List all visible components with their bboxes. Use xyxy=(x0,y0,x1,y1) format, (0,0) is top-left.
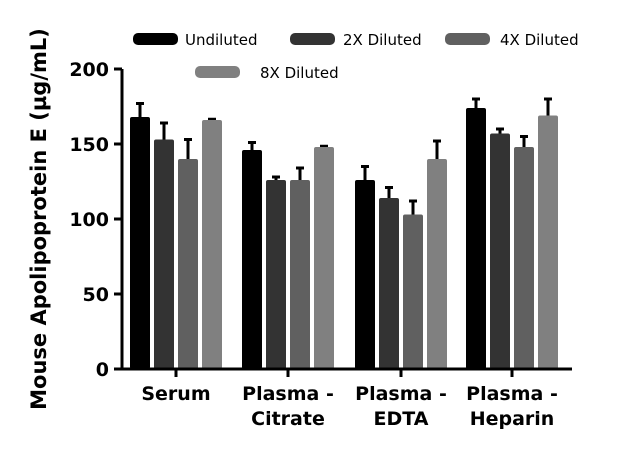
y-tick-label: 150 xyxy=(69,134,109,156)
bar-group-item xyxy=(355,165,375,369)
bar-group-item xyxy=(379,186,399,369)
bar xyxy=(490,133,510,369)
bar-group-item xyxy=(178,138,198,369)
bar-group-item xyxy=(154,121,174,369)
x-tick-label: Citrate xyxy=(251,408,325,430)
x-tick-label: Plasma - xyxy=(355,383,447,405)
bar-group-item xyxy=(403,199,423,369)
bar xyxy=(538,115,558,369)
y-tick-label: 50 xyxy=(83,284,109,306)
legend: Undiluted 2X Diluted 4X Diluted 8X Diluted xyxy=(133,31,579,82)
x-tick-label: Heparin xyxy=(470,408,555,430)
legend-label: Undiluted xyxy=(185,31,257,49)
bar xyxy=(379,198,399,369)
bar xyxy=(290,180,310,369)
y-tick-label: 0 xyxy=(96,359,109,381)
bar-group-item xyxy=(130,102,150,369)
y-tick-label: 100 xyxy=(69,209,109,231)
legend-label: 2X Diluted xyxy=(343,31,422,49)
bar xyxy=(314,147,334,369)
bars xyxy=(130,97,558,369)
legend-swatch xyxy=(445,33,490,45)
bar xyxy=(266,180,286,369)
y-tick-label: 200 xyxy=(69,59,109,81)
bar-group-item xyxy=(202,117,222,369)
bar xyxy=(202,120,222,369)
bar-group-item xyxy=(266,175,286,369)
legend-label: 4X Diluted xyxy=(500,31,579,49)
bar-group-item xyxy=(314,144,334,369)
bar xyxy=(403,214,423,369)
bar-group-item xyxy=(490,127,510,369)
bar xyxy=(242,150,262,369)
x-tick-label: Plasma - xyxy=(242,383,334,405)
x-tick-label: Plasma - xyxy=(466,383,558,405)
bar-group-item xyxy=(514,135,534,369)
x-tick-label: EDTA xyxy=(374,408,429,430)
y-axis: 0 50 100 150 200 xyxy=(69,59,124,381)
bar xyxy=(427,159,447,369)
bar-group-item xyxy=(290,166,310,369)
legend-swatch xyxy=(195,66,240,78)
legend-label: 8X Diluted xyxy=(260,64,339,82)
bar-group-item xyxy=(538,97,558,369)
y-axis-label: Mouse Apolipoprotein E (µg/mL) xyxy=(27,28,51,410)
legend-swatch xyxy=(290,33,335,45)
x-axis: Serum Plasma - Citrate Plasma - EDTA Plasma -… xyxy=(121,367,572,430)
legend-swatch xyxy=(133,33,178,45)
bar xyxy=(514,147,534,369)
bar xyxy=(355,180,375,369)
bar xyxy=(466,108,486,369)
x-tick-label: Serum xyxy=(141,383,210,405)
bar-group-item xyxy=(427,139,447,369)
bar xyxy=(130,117,150,369)
bar xyxy=(178,159,198,369)
bar-group-item xyxy=(466,97,486,369)
bar-group-item xyxy=(242,141,262,369)
bar xyxy=(154,139,174,369)
